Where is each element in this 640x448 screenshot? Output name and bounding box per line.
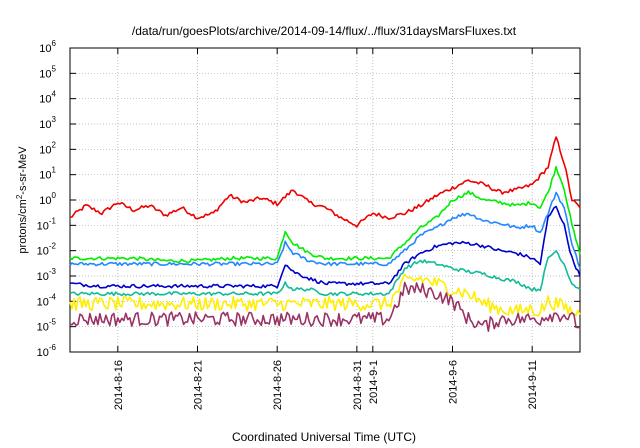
y-tick-label: 10-4: [37, 292, 57, 308]
x-axis-label: Coordinated Universal Time (UTC): [232, 430, 416, 444]
y-tick-label: 10-6: [37, 343, 57, 359]
series-line: [69, 205, 581, 289]
x-tick-label: 2014-8-16: [113, 360, 125, 410]
y-tick-label: 10-1: [37, 216, 57, 232]
y-tick-label: 106: [39, 39, 56, 55]
y-tick-label: 101: [39, 166, 56, 182]
series-line: [69, 191, 581, 269]
y-tick-label: 102: [39, 140, 56, 156]
x-tick-label: 2014-9-11: [527, 360, 539, 409]
series-lines: [69, 136, 581, 333]
series-line: [69, 281, 581, 333]
series-line: [69, 273, 581, 317]
y-tick-label: 105: [39, 64, 56, 80]
y-tick-label: 103: [39, 115, 56, 131]
x-tick-label: 2014-8-21: [193, 360, 205, 410]
y-tick-label: 10-2: [37, 242, 57, 258]
x-tick-label: 2014-8-31: [352, 360, 364, 410]
x-axis: 2014-8-16 2014-8-21 2014-8-26 2014-8-31 2014…: [113, 48, 539, 410]
y-axis: 10-6 10-5 10-4 10-3 10-2 10-1 100 101 102 103 104 1…: [37, 39, 580, 359]
series-line: [69, 250, 581, 297]
y-axis-label: protons/cm2-s-sr-MeV: [15, 146, 30, 254]
chart-title: /data/run/goesPlots/archive/2014-09-14/f…: [132, 24, 517, 38]
y-tick-label: 10-5: [37, 318, 57, 334]
x-tick-label: 2014-8-26: [272, 360, 284, 410]
series-line: [69, 136, 581, 228]
series-line: [69, 165, 581, 264]
y-tick-label: 10-3: [37, 267, 57, 283]
y-tick-label: 100: [39, 191, 56, 207]
y-tick-label: 104: [39, 90, 56, 106]
x-tick-label: 2014-9-1: [368, 360, 380, 404]
x-tick-label: 2014-9-6: [448, 360, 460, 404]
